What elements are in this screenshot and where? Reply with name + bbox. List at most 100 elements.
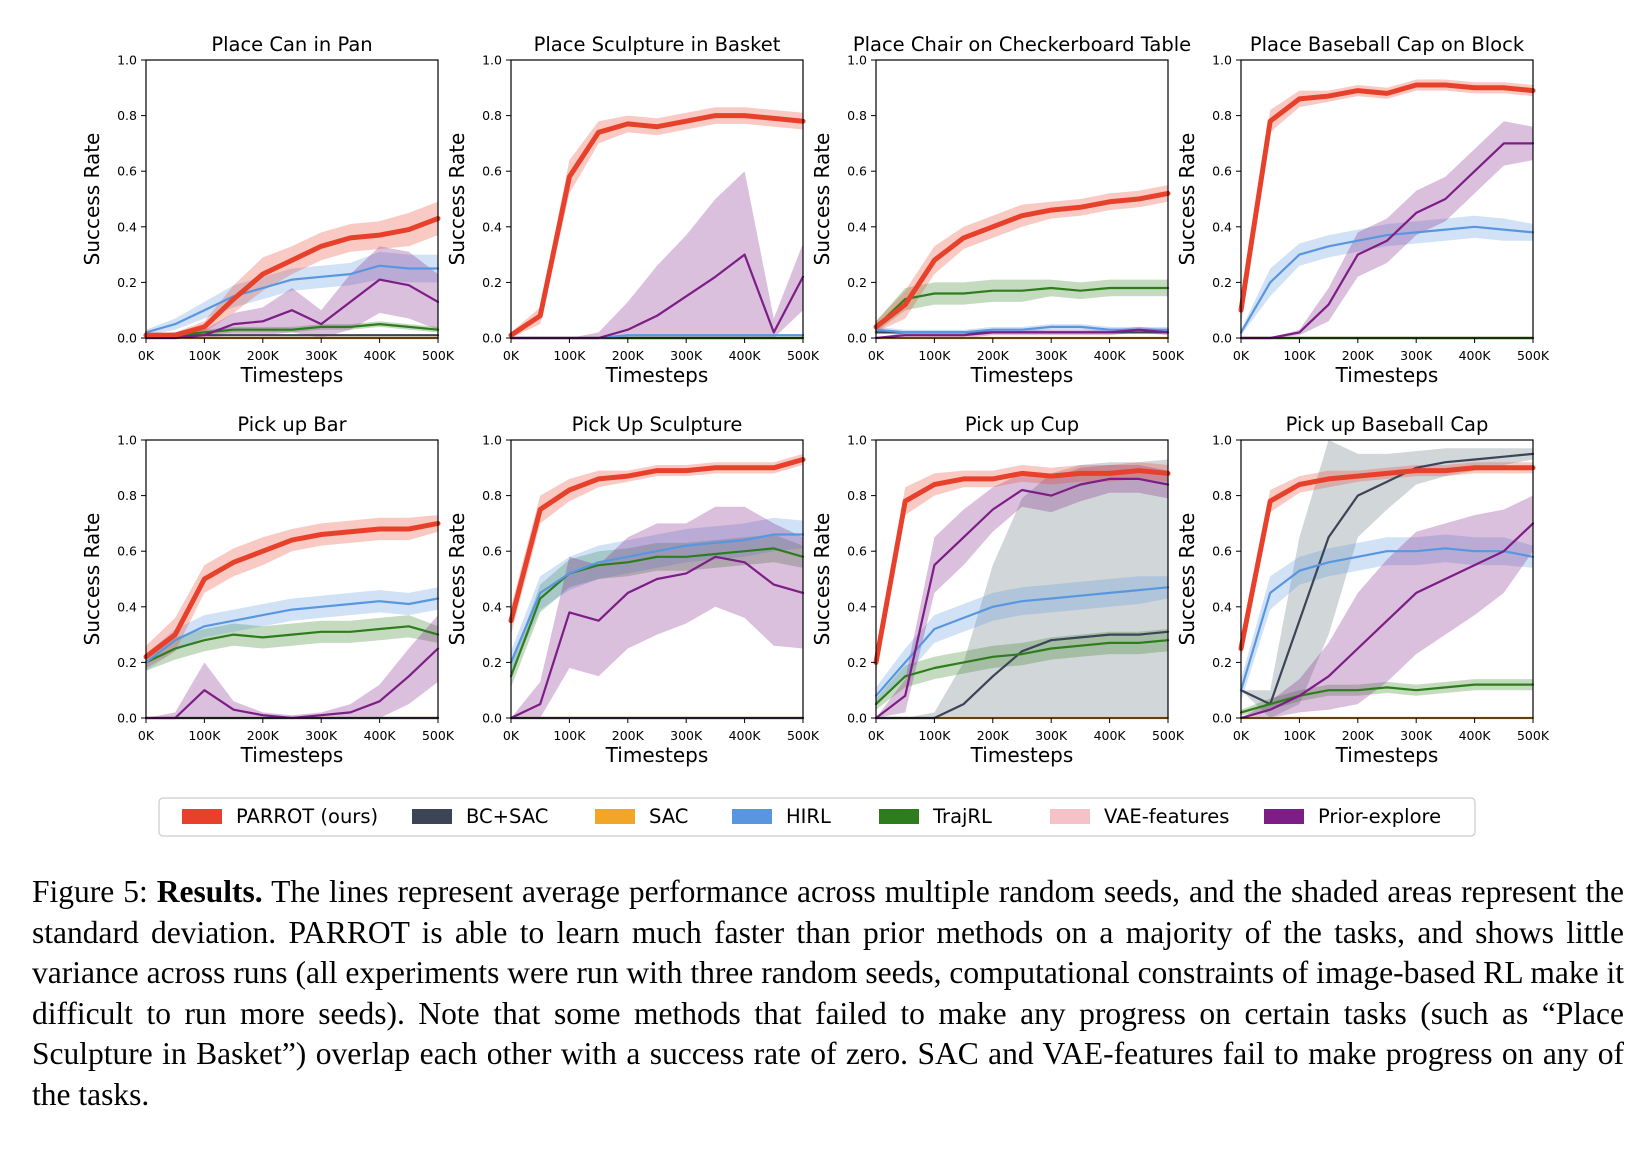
x-tick-label: 400K [1094,728,1127,743]
x-axis-label: Timesteps [970,743,1074,767]
subplot-place-chair-on-checkerboard-table: Place Chair on Checkerboard Table 0.0 0.2 0… [810,33,1191,387]
x-tick-label: 500K [1152,728,1185,743]
x-tick-label: 500K [422,728,455,743]
subplot-title: Pick up Bar [237,413,347,436]
y-axis-label: Success Rate [1175,513,1199,646]
x-tick-label: 0K [1233,348,1250,363]
std-band-prior-explore [146,615,438,718]
subplot-place-baseball-cap-on-block: Place Baseball Cap on Block 0.0 0.2 0.4 0.6 0… [1175,33,1550,387]
y-axis-label: Success Rate [80,513,104,646]
subplot-title: Pick up Baseball Cap [1286,413,1489,436]
legend-swatch-parrot-ours [182,809,222,824]
std-band-hirl [511,517,803,674]
line-trajrl [144,625,440,664]
subplot-title: Place Sculpture in Basket [534,33,781,56]
y-tick-label: 0.0 [482,711,502,726]
line-parrot-ours [873,468,1171,665]
subplot-title: Pick up Cup [965,413,1079,436]
std-band-parrot-ours [1241,79,1533,325]
x-tick-label: 100K [188,348,221,363]
x-tick-label: 0K [503,348,520,363]
axes-frame [875,59,1169,339]
axes-frame [145,59,439,339]
legend-label-parrot-ours: PARROT (ours) [236,805,378,828]
subplot-pick-up-bar: Pick up Bar 0.0 0.2 0.4 0.6 0.8 1.0 0K 100K 200K 3… [80,413,455,767]
x-tick-label: 100K [918,728,951,743]
x-tick-label: 200K [247,728,280,743]
x-axis-label: Timesteps [240,743,344,767]
y-tick-label: 0.4 [117,599,137,614]
x-tick-label: 100K [188,728,221,743]
x-axis-label: Timesteps [1335,363,1439,387]
x-axis-label: Timesteps [240,363,344,387]
x-tick-label: 300K [1035,348,1068,363]
x-tick-label: 100K [1283,728,1316,743]
x-tick-label: 300K [1400,348,1433,363]
y-tick-label: 0.8 [482,488,502,503]
y-tick-label: 0.2 [117,655,137,670]
y-tick-label: 1.0 [482,433,502,448]
x-axis-label: Timesteps [605,743,709,767]
y-tick-label: 0.0 [117,711,137,726]
x-tick-label: 0K [868,348,885,363]
caption-text: The lines represent average performance … [32,874,1625,1112]
y-tick-label: 0.4 [117,219,137,234]
line-hirl [144,264,440,334]
std-band-hirl [1241,215,1533,336]
x-tick-label: 400K [364,348,397,363]
std-band-parrot-ours [876,185,1168,333]
line-trajrl [1239,683,1535,714]
legend-label-trajrl: TrajRL [932,805,992,828]
y-tick-label: 0.6 [1212,164,1232,179]
std-band-hirl [146,251,438,336]
y-tick-label: 0.2 [482,655,502,670]
x-tick-label: 200K [977,728,1010,743]
legend-label-hirl: HIRL [786,805,831,828]
axes-frame [510,439,804,719]
x-tick-label: 300K [1400,728,1433,743]
y-tick-label: 0.0 [1212,331,1232,346]
results-figure: Place Can in Pan 0.0 0.2 0.4 0.6 0.8 1.0 0K 100K… [80,33,1550,837]
y-tick-label: 1.0 [1212,53,1232,68]
x-tick-label: 300K [670,728,703,743]
y-tick-label: 0.0 [117,331,137,346]
axes-frame [1240,59,1534,339]
y-tick-label: 0.4 [847,599,867,614]
x-tick-label: 0K [1233,728,1250,743]
y-tick-label: 0.4 [1212,599,1232,614]
x-tick-label: 300K [305,728,338,743]
y-axis-label: Success Rate [80,133,104,266]
subplot-title: Place Baseball Cap on Block [1250,33,1525,56]
y-tick-label: 0.8 [482,108,502,123]
legend-label-prior-explore: Prior-explore [1318,805,1441,828]
x-tick-label: 500K [422,348,455,363]
y-tick-label: 0.8 [117,488,137,503]
x-tick-label: 200K [612,728,645,743]
std-band-bc-sac [1241,440,1533,718]
y-tick-label: 0.6 [117,544,137,559]
x-tick-label: 400K [729,348,762,363]
line-parrot-ours [143,216,441,338]
y-tick-label: 1.0 [117,433,137,448]
line-prior-explore [1239,142,1535,340]
x-tick-label: 300K [305,348,338,363]
y-tick-label: 0.8 [117,108,137,123]
axes-frame [875,439,1169,719]
caption-bold: Results. [156,874,263,909]
y-tick-label: 0.6 [117,164,137,179]
line-prior-explore [1239,522,1535,720]
std-band-trajrl [1241,679,1533,716]
std-band-parrot-ours [511,107,803,338]
subplot-title: Place Chair on Checkerboard Table [853,33,1191,56]
std-band-prior-explore [876,465,1168,718]
x-tick-label: 500K [1152,348,1185,363]
y-tick-label: 0.0 [1212,711,1232,726]
line-hirl [509,533,805,664]
legend-swatch-bc-sac [412,809,452,824]
subplot-pick-up-cup: Pick up Cup 0.0 0.2 0.4 0.6 0.8 1.0 0K 100K 200K 3… [810,413,1185,767]
y-tick-label: 1.0 [117,53,137,68]
y-tick-label: 0.6 [847,544,867,559]
x-tick-label: 100K [1283,348,1316,363]
x-tick-label: 200K [1342,348,1375,363]
axes-frame [510,59,804,339]
